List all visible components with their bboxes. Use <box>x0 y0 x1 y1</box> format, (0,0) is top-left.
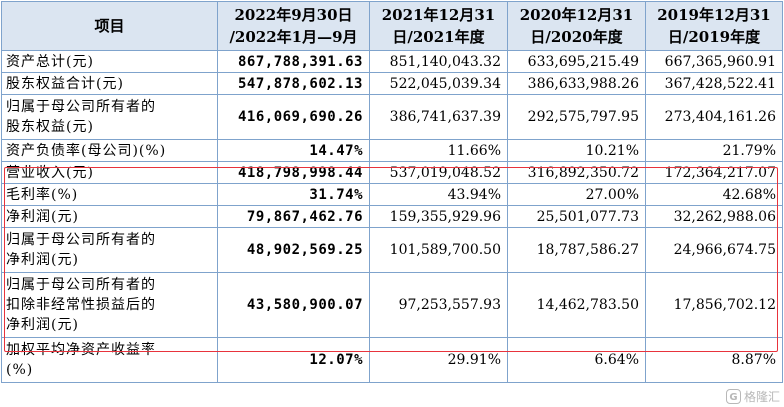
row-label: 归属于母公司所有者的 股东权益(元) <box>1 94 218 140</box>
cell-2021: 851,140,043.32 <box>369 50 508 73</box>
cell-2022q3: 48,902,569.25 <box>217 227 370 273</box>
table-row: 资产总计(元) 867,788,391.63 851,140,043.32 63… <box>1 50 783 73</box>
watermark: G 格隆汇 <box>725 388 780 405</box>
row-label-line: 资产负债率(母公司)(%) <box>6 142 167 159</box>
cell-2020: 14,462,783.50 <box>507 272 646 338</box>
cell-2021: 97,253,557.93 <box>369 272 508 338</box>
row-label-line: (%) <box>6 362 34 378</box>
row-label-line: 加权平均净资产收益率 <box>6 342 156 358</box>
cell-2021: 43.94% <box>369 183 508 206</box>
row-label: 归属于母公司所有者的 净利润(元) <box>1 227 218 273</box>
table-row: 股东权益合计(元) 547,878,602.13 522,045,039.34 … <box>1 72 783 95</box>
row-label-line: 净利润(元) <box>6 317 79 333</box>
row-label-line: 净利润(元) <box>6 252 79 268</box>
row-label-line: 归属于母公司所有者的 <box>6 232 156 248</box>
cell-2019: 667,365,960.91 <box>645 50 783 73</box>
row-label: 净利润(元) <box>1 205 218 228</box>
row-label: 资产负债率(母公司)(%) <box>1 139 218 162</box>
row-label-line: 归属于母公司所有者的 <box>6 277 156 293</box>
table-row: 资产负债率(母公司)(%) 14.47% 11.66% 10.21% 21.79… <box>1 139 783 162</box>
row-label-line: 归属于母公司所有者的 <box>6 99 156 115</box>
cell-2022q3: 79,867,462.76 <box>217 205 370 228</box>
cell-2020: 25,501,077.73 <box>507 205 646 228</box>
table-row: 毛利率(%) 31.74% 43.94% 27.00% 42.68% <box>1 183 783 206</box>
header-col1-line2: /2022年1月—9月 <box>229 28 358 46</box>
row-label-line: 净利润(元) <box>6 208 79 225</box>
cell-2020: 27.00% <box>507 183 646 206</box>
header-col4: 2019年12月31 日/2019年度 <box>645 1 783 51</box>
watermark-text: 格隆汇 <box>743 390 780 404</box>
cell-2021: 29.91% <box>369 337 508 383</box>
header-item-text: 项目 <box>94 17 125 35</box>
header-col1: 2022年9月30日/2022年1月—9月 <box>217 1 370 51</box>
header-item: 项目 <box>1 1 218 51</box>
cell-2022q3: 12.07% <box>217 337 370 383</box>
row-label-line: 股东权益(元) <box>6 119 94 135</box>
cell-2022q3: 43,580,900.07 <box>217 272 370 338</box>
row-label-line: 资产总计(元) <box>6 53 94 70</box>
cell-2022q3: 418,798,998.44 <box>217 161 370 184</box>
cell-2019: 32,262,988.06 <box>645 205 783 228</box>
table-row: 归属于母公司所有者的 净利润(元) 48,902,569.25 101,589,7… <box>1 227 783 273</box>
row-label: 毛利率(%) <box>1 183 218 206</box>
row-label-line: 毛利率(%) <box>6 186 79 203</box>
cell-2019: 172,364,217.07 <box>645 161 783 184</box>
cell-2022q3: 867,788,391.63 <box>217 50 370 73</box>
header-col2-line1: 2021年12月31 <box>381 6 496 24</box>
cell-2019: 21.79% <box>645 139 783 162</box>
cell-2021: 11.66% <box>369 139 508 162</box>
header-col1-line1: 2022年9月30日 <box>234 6 353 24</box>
cell-2020: 18,787,586.27 <box>507 227 646 273</box>
cell-2020: 292,575,797.95 <box>507 94 646 140</box>
cell-2020: 10.21% <box>507 139 646 162</box>
cell-2020: 633,695,215.49 <box>507 50 646 73</box>
table-row: 归属于母公司所有者的 扣除非经常性损益后的 净利润(元) 43,580,900.07… <box>1 272 783 338</box>
header-col3-line2: 日/2020年度 <box>530 28 623 46</box>
cell-2021: 522,045,039.34 <box>369 72 508 95</box>
header-col2: 2021年12月31 日/2021年度 <box>369 1 508 51</box>
cell-2019: 42.68% <box>645 183 783 206</box>
cell-2022q3: 31.74% <box>217 183 370 206</box>
header-col3-line1: 2020年12月31 <box>519 6 634 24</box>
cell-2019: 24,966,674.75 <box>645 227 783 273</box>
table-row: 营业收入(元) 418,798,998.44 537,019,048.52 31… <box>1 161 783 184</box>
watermark-logo-icon: G <box>725 389 741 404</box>
table-row: 归属于母公司所有者的 股东权益(元) 416,069,690.26 386,741… <box>1 94 783 140</box>
row-label: 归属于母公司所有者的 扣除非经常性损益后的 净利润(元) <box>1 272 218 338</box>
row-label: 营业收入(元) <box>1 161 218 184</box>
cell-2021: 386,741,637.39 <box>369 94 508 140</box>
header-col4-line2: 日/2019年度 <box>667 28 761 46</box>
cell-2022q3: 547,878,602.13 <box>217 72 370 95</box>
cell-2019: 273,404,161.26 <box>645 94 783 140</box>
cell-2022q3: 14.47% <box>217 139 370 162</box>
table-row: 净利润(元) 79,867,462.76 159,355,929.96 25,5… <box>1 205 783 228</box>
row-label: 资产总计(元) <box>1 50 218 73</box>
row-label-line: 营业收入(元) <box>6 164 94 181</box>
header-col4-line1: 2019年12月31 <box>657 6 771 24</box>
cell-2020: 386,633,988.26 <box>507 72 646 95</box>
cell-2019: 8.87% <box>645 337 783 383</box>
table-row: 加权平均净资产收益率 (%) 12.07% 29.91% 6.64% 8.87% <box>1 337 783 383</box>
row-label-line: 股东权益合计(元) <box>6 75 124 92</box>
row-label-line: 扣除非经常性损益后的 <box>6 297 156 313</box>
cell-2021: 537,019,048.52 <box>369 161 508 184</box>
cell-2021: 159,355,929.96 <box>369 205 508 228</box>
cell-2019: 367,428,522.41 <box>645 72 783 95</box>
row-label: 加权平均净资产收益率 (%) <box>1 337 218 383</box>
cell-2021: 101,589,700.50 <box>369 227 508 273</box>
cell-2022q3: 416,069,690.26 <box>217 94 370 140</box>
header-col3: 2020年12月31 日/2020年度 <box>507 1 646 51</box>
financial-table: 项目 2022年9月30日/2022年1月—9月 2021年12月31 日/202… <box>1 1 783 383</box>
cell-2020: 6.64% <box>507 337 646 383</box>
header-row: 项目 2022年9月30日/2022年1月—9月 2021年12月31 日/202… <box>1 1 783 51</box>
cell-2020: 316,892,350.72 <box>507 161 646 184</box>
cell-2019: 17,856,702.12 <box>645 272 783 338</box>
header-col2-line2: 日/2021年度 <box>392 28 485 46</box>
row-label: 股东权益合计(元) <box>1 72 218 95</box>
